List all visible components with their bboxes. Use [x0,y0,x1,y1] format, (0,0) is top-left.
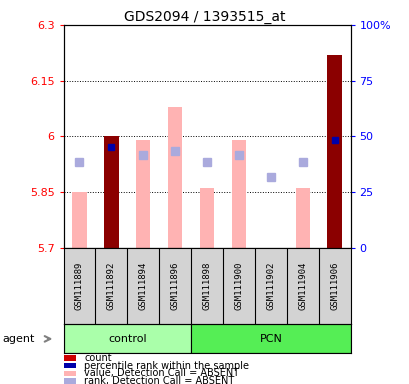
Bar [231,140,245,248]
Text: control: control [108,334,146,344]
Text: GSM111898: GSM111898 [202,262,211,310]
Text: GSM111906: GSM111906 [329,262,338,310]
Text: rank, Detection Call = ABSENT: rank, Detection Call = ABSENT [84,376,234,384]
Text: GSM111896: GSM111896 [170,262,179,310]
Text: GSM111902: GSM111902 [266,262,275,310]
Text: GSM111889: GSM111889 [75,262,84,310]
Bar [136,140,150,248]
Text: GSM111904: GSM111904 [297,262,306,310]
Bar [168,107,182,248]
Text: value, Detection Call = ABSENT: value, Detection Call = ABSENT [84,368,238,378]
Text: GSM111900: GSM111900 [234,262,243,310]
Text: GSM111892: GSM111892 [107,262,116,310]
Text: count: count [84,353,111,363]
Bar [295,188,309,248]
Bar [104,136,118,248]
Text: GDS2094 / 1393515_at: GDS2094 / 1393515_at [124,10,285,23]
Bar [72,192,86,248]
Bar [327,55,341,248]
Bar [199,188,213,248]
Text: PCN: PCN [259,334,281,344]
Bar [191,324,350,353]
Text: agent: agent [2,334,34,344]
Text: percentile rank within the sample: percentile rank within the sample [84,361,248,371]
Bar [63,324,191,353]
Text: GSM111894: GSM111894 [138,262,147,310]
